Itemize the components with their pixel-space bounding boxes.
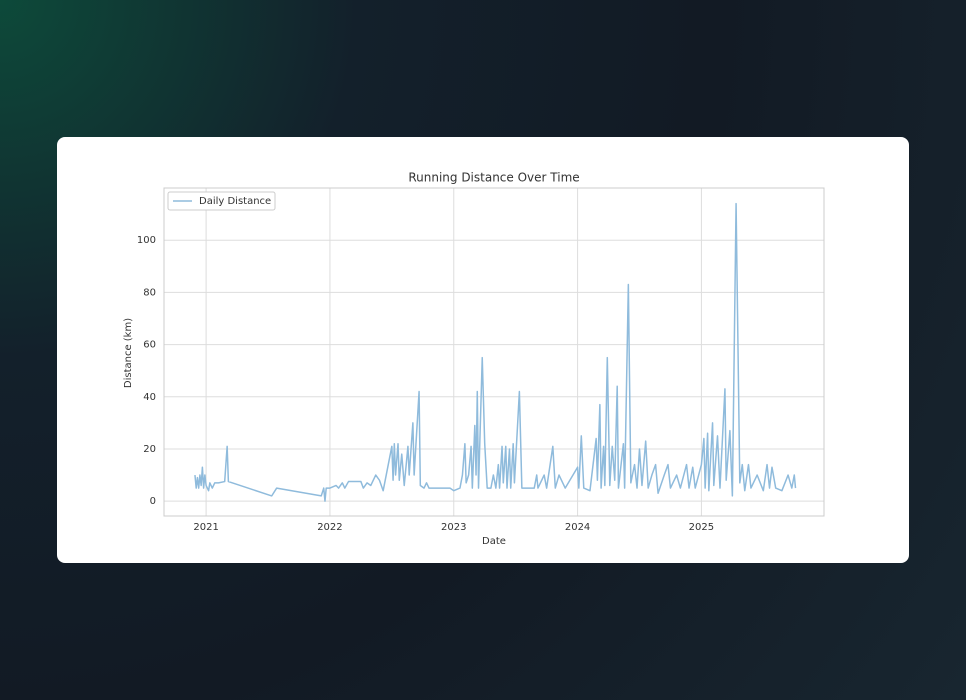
line-series [194,202,797,502]
y-axis-label: Distance (km) [123,318,134,388]
x-tick-label: 2023 [441,522,466,533]
y-tick-label: 20 [143,444,156,455]
x-tick-label: 2022 [317,522,342,533]
x-tick-label: 2025 [689,522,714,533]
x-tick-label: 2024 [565,522,590,533]
legend [167,191,276,211]
y-tick-label: 40 [143,392,156,403]
chart: Running Distance Over Time Date Distance… [123,171,825,547]
y-tick-label: 0 [150,496,156,507]
x-tick-label: 2021 [193,522,218,533]
chart-title: Running Distance Over Time [408,171,579,185]
plot-frame [163,187,825,517]
y-tick-label: 80 [143,287,156,298]
y-tick-label: 100 [137,235,156,246]
legend-label: Daily Distance [199,196,271,207]
x-axis-label: Date [482,536,506,547]
y-tick-label: 60 [143,340,156,351]
card: Running Distance Over Time Date Distance… [57,137,909,563]
